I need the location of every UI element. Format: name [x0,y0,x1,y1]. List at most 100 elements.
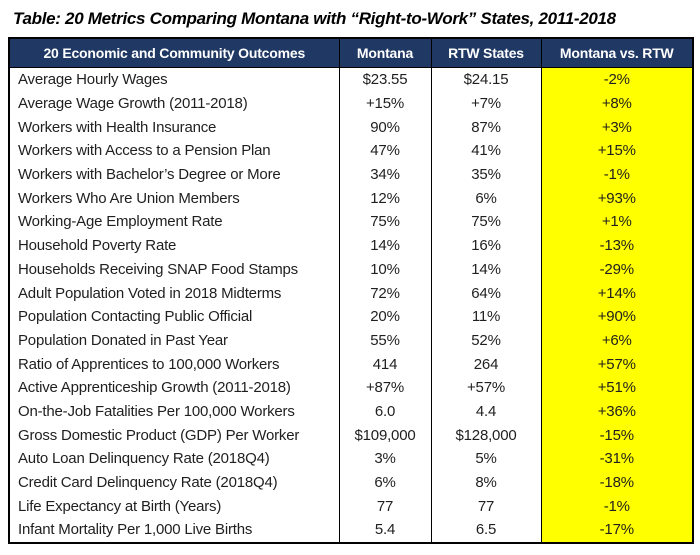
rtw-value-cell: 77 [430,494,542,519]
table-row: Average Wage Growth (2011-2018) +15% +7% +8… [8,91,694,116]
montana-value-cell: 5.4 [338,518,432,543]
montana-value-cell: 12% [338,186,432,211]
diff-value-cell: +6% [540,328,694,353]
rtw-value-cell: $128,000 [430,423,542,447]
table-title: Table: 20 Metrics Comparing Montana with… [13,9,616,28]
rtw-value-cell: 11% [430,304,542,329]
rtw-value-cell: 6.5 [430,518,542,543]
montana-value-cell: +15% [338,91,432,116]
diff-value-cell: -29% [540,257,694,282]
table-row: Infant Mortality Per 1,000 Live Births 5.… [8,518,694,543]
diff-value-cell: +3% [540,115,694,140]
diff-value-cell: -17% [540,518,694,543]
montana-value-cell: $109,000 [338,423,432,447]
table-row: Credit Card Delinquency Rate (2018Q4) 6% 8… [8,470,694,495]
rtw-value-cell: $24.15 [430,67,542,92]
metric-name-cell: Average Wage Growth (2011-2018) [8,91,340,116]
diff-value-cell: -31% [540,447,694,471]
table-row: Workers with Access to a Pension Plan 47%… [8,139,694,163]
metric-name-cell: Gross Domestic Product (GDP) Per Worker [8,423,340,447]
diff-value-cell: +14% [540,281,694,305]
montana-value-cell: $23.55 [338,67,432,92]
table-row: Active Apprenticeship Growth (2011-2018)… [8,375,694,400]
montana-value-cell: 34% [338,162,432,187]
montana-value-cell: +87% [338,375,432,400]
montana-value-cell: 47% [338,139,432,163]
column-header-metric-name: 20 Economic and Community Outcomes [8,37,340,68]
metric-name-cell: Auto Loan Delinquency Rate (2018Q4) [8,447,340,471]
diff-value-cell: +90% [540,304,694,329]
table-row: Population Contacting Public Official 20%… [8,304,694,329]
metric-name-cell: Working-Age Employment Rate [8,210,340,234]
metric-name-cell: Ratio of Apprentices to 100,000 Workers [8,352,340,376]
table-row: Auto Loan Delinquency Rate (2018Q4) 3% 5% -… [8,447,694,471]
header-row: 20 Economic and Community Outcomes Montan… [8,37,694,68]
montana-value-cell: 90% [338,115,432,140]
table-body: Average Hourly Wages $23.55 $24.15 -2% Avera… [8,67,694,543]
montana-value-cell: 6% [338,470,432,495]
montana-value-cell: 77 [338,494,432,519]
montana-value-cell: 6.0 [338,399,432,424]
metric-name-cell: Workers with Access to a Pension Plan [8,139,340,163]
metrics-table: 20 Economic and Community Outcomes Montan… [8,37,694,544]
diff-value-cell: -2% [540,67,694,92]
diff-value-cell: -1% [540,162,694,187]
montana-value-cell: 14% [338,233,432,258]
metric-name-cell: Population Contacting Public Official [8,304,340,329]
metric-name-cell: Workers with Bachelor’s Degree or More [8,162,340,187]
diff-value-cell: -18% [540,470,694,495]
diff-value-cell: +1% [540,210,694,234]
diff-value-cell: +51% [540,375,694,400]
diff-value-cell: +93% [540,186,694,211]
table-row: Households Receiving SNAP Food Stamps 10%… [8,257,694,282]
table-row: Workers with Bachelor’s Degree or More 34… [8,162,694,187]
montana-value-cell: 414 [338,352,432,376]
rtw-value-cell: 5% [430,447,542,471]
metric-name-cell: Households Receiving SNAP Food Stamps [8,257,340,282]
table-row: Working-Age Employment Rate 75% 75% +1% [8,210,694,234]
montana-value-cell: 72% [338,281,432,305]
table-row: Average Hourly Wages $23.55 $24.15 -2% [8,67,694,92]
metric-name-cell: Population Donated in Past Year [8,328,340,353]
table-row: Adult Population Voted in 2018 Midterms 7… [8,281,694,305]
rtw-value-cell: 264 [430,352,542,376]
rtw-value-cell: 75% [430,210,542,234]
metric-name-cell: Infant Mortality Per 1,000 Live Births [8,518,340,543]
metric-name-cell: Workers with Health Insurance [8,115,340,140]
rtw-value-cell: 8% [430,470,542,495]
rtw-value-cell: 6% [430,186,542,211]
column-header-diff-value: Montana vs. RTW [540,37,694,68]
rtw-value-cell: +57% [430,375,542,400]
rtw-value-cell: 41% [430,139,542,163]
metric-name-cell: Life Expectancy at Birth (Years) [8,494,340,519]
rtw-value-cell: 52% [430,328,542,353]
montana-value-cell: 10% [338,257,432,282]
table-header: 20 Economic and Community Outcomes Montan… [8,37,694,68]
table-row: Life Expectancy at Birth (Years) 77 77 -1% [8,494,694,519]
metric-name-cell: Credit Card Delinquency Rate (2018Q4) [8,470,340,495]
table-row: Ratio of Apprentices to 100,000 Workers 4… [8,352,694,376]
diff-value-cell: -13% [540,233,694,258]
montana-value-cell: 20% [338,304,432,329]
metric-name-cell: On-the-Job Fatalities Per 100,000 Worker… [8,399,340,424]
diff-value-cell: +15% [540,139,694,163]
metric-name-cell: Household Poverty Rate [8,233,340,258]
montana-value-cell: 75% [338,210,432,234]
rtw-value-cell: 4.4 [430,399,542,424]
rtw-value-cell: 64% [430,281,542,305]
rtw-value-cell: 87% [430,115,542,140]
rtw-value-cell: +7% [430,91,542,116]
montana-value-cell: 55% [338,328,432,353]
table-row: Workers Who Are Union Members 12% 6% +93% [8,186,694,211]
rtw-value-cell: 16% [430,233,542,258]
metric-name-cell: Active Apprenticeship Growth (2011-2018) [8,375,340,400]
table-row: Household Poverty Rate 14% 16% -13% [8,233,694,258]
montana-value-cell: 3% [338,447,432,471]
table-row: Population Donated in Past Year 55% 52% +6% [8,328,694,353]
diff-value-cell: -15% [540,423,694,447]
metric-name-cell: Adult Population Voted in 2018 Midterms [8,281,340,305]
table-row: Workers with Health Insurance 90% 87% +3% [8,115,694,140]
metric-name-cell: Workers Who Are Union Members [8,186,340,211]
column-header-rtw-value: RTW States [430,37,542,68]
